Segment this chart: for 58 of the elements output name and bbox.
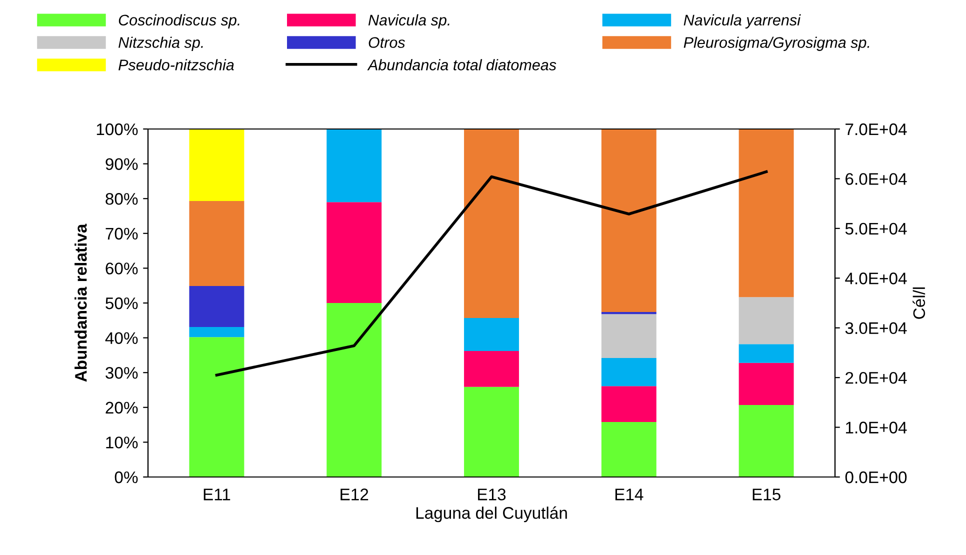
bar	[326, 129, 382, 202]
y-tick-label: 20%	[106, 402, 138, 414]
x-tick-label: E12	[340, 488, 368, 500]
bar	[326, 303, 382, 477]
bar	[738, 344, 794, 363]
bar	[738, 404, 794, 477]
y-tick-label: 100%	[96, 123, 138, 136]
bar	[601, 358, 656, 386]
legend-label: Abundancia total diatomeas	[367, 59, 556, 70]
y-tick-label: 30%	[106, 367, 138, 379]
line-series	[215, 170, 768, 376]
bar	[189, 337, 244, 477]
bar	[464, 351, 519, 387]
bar	[601, 314, 656, 358]
bar	[464, 318, 519, 352]
y-tick-label: 60%	[106, 262, 138, 274]
bar	[738, 129, 794, 298]
legend-label: Nitzschia sp.	[118, 36, 203, 51]
x-tick-label: E14	[615, 488, 644, 500]
bar	[738, 297, 794, 344]
bar	[189, 201, 244, 286]
bar	[601, 386, 656, 422]
y-axis-title: Abundancia relativa	[74, 224, 87, 382]
y2-axis-title: Cél/l	[912, 287, 926, 319]
legend-label: Otros	[368, 37, 406, 48]
y2-tick-label: 5.0E+04	[845, 222, 907, 235]
y-tick-label: 90%	[106, 158, 138, 170]
bar	[326, 202, 382, 303]
bar	[464, 129, 519, 318]
bar	[738, 362, 794, 405]
y-tick-label: 0%	[114, 471, 138, 484]
bar	[601, 129, 656, 312]
y2-tick-label: 7.0E+04	[846, 123, 907, 136]
y-tick-label: 80%	[106, 193, 138, 205]
y2-tick-label: 4.0E+04	[845, 272, 907, 284]
y2-tick-label: 2.0E+04	[846, 372, 907, 384]
bar	[189, 129, 244, 202]
y-tick-label: 10%	[106, 436, 138, 448]
y2-tick-label: 3.0E+04	[845, 322, 907, 334]
x-tick-label: E15	[752, 488, 780, 500]
x-tick-label: E13	[478, 488, 506, 500]
y2-tick-label: 1.0E+04	[846, 422, 907, 434]
legend-label: Coscinodiscus sp.	[118, 14, 240, 29]
bar	[189, 286, 244, 328]
y-tick-label: 40%	[105, 332, 138, 344]
y-tick-label: 50%	[106, 297, 138, 310]
bar	[464, 386, 519, 477]
y-tick-label: 70%	[106, 228, 138, 240]
y2-tick-label: 6.0E+04	[846, 173, 907, 185]
x-axis-title: Laguna del Cuyutlán	[416, 506, 567, 522]
legend-label: Navicula sp.	[368, 14, 450, 29]
y2-tick-label: 0.0E+00	[845, 471, 907, 484]
bar	[189, 327, 244, 338]
legend-label: Pleurosigma/Gyrosigma sp.	[684, 36, 870, 51]
bar	[601, 422, 656, 477]
legend-label: Pseudo-nitzschia	[118, 59, 234, 70]
legend-label: Navicula yarrensi	[684, 14, 801, 29]
x-tick-label: E11	[204, 488, 230, 500]
